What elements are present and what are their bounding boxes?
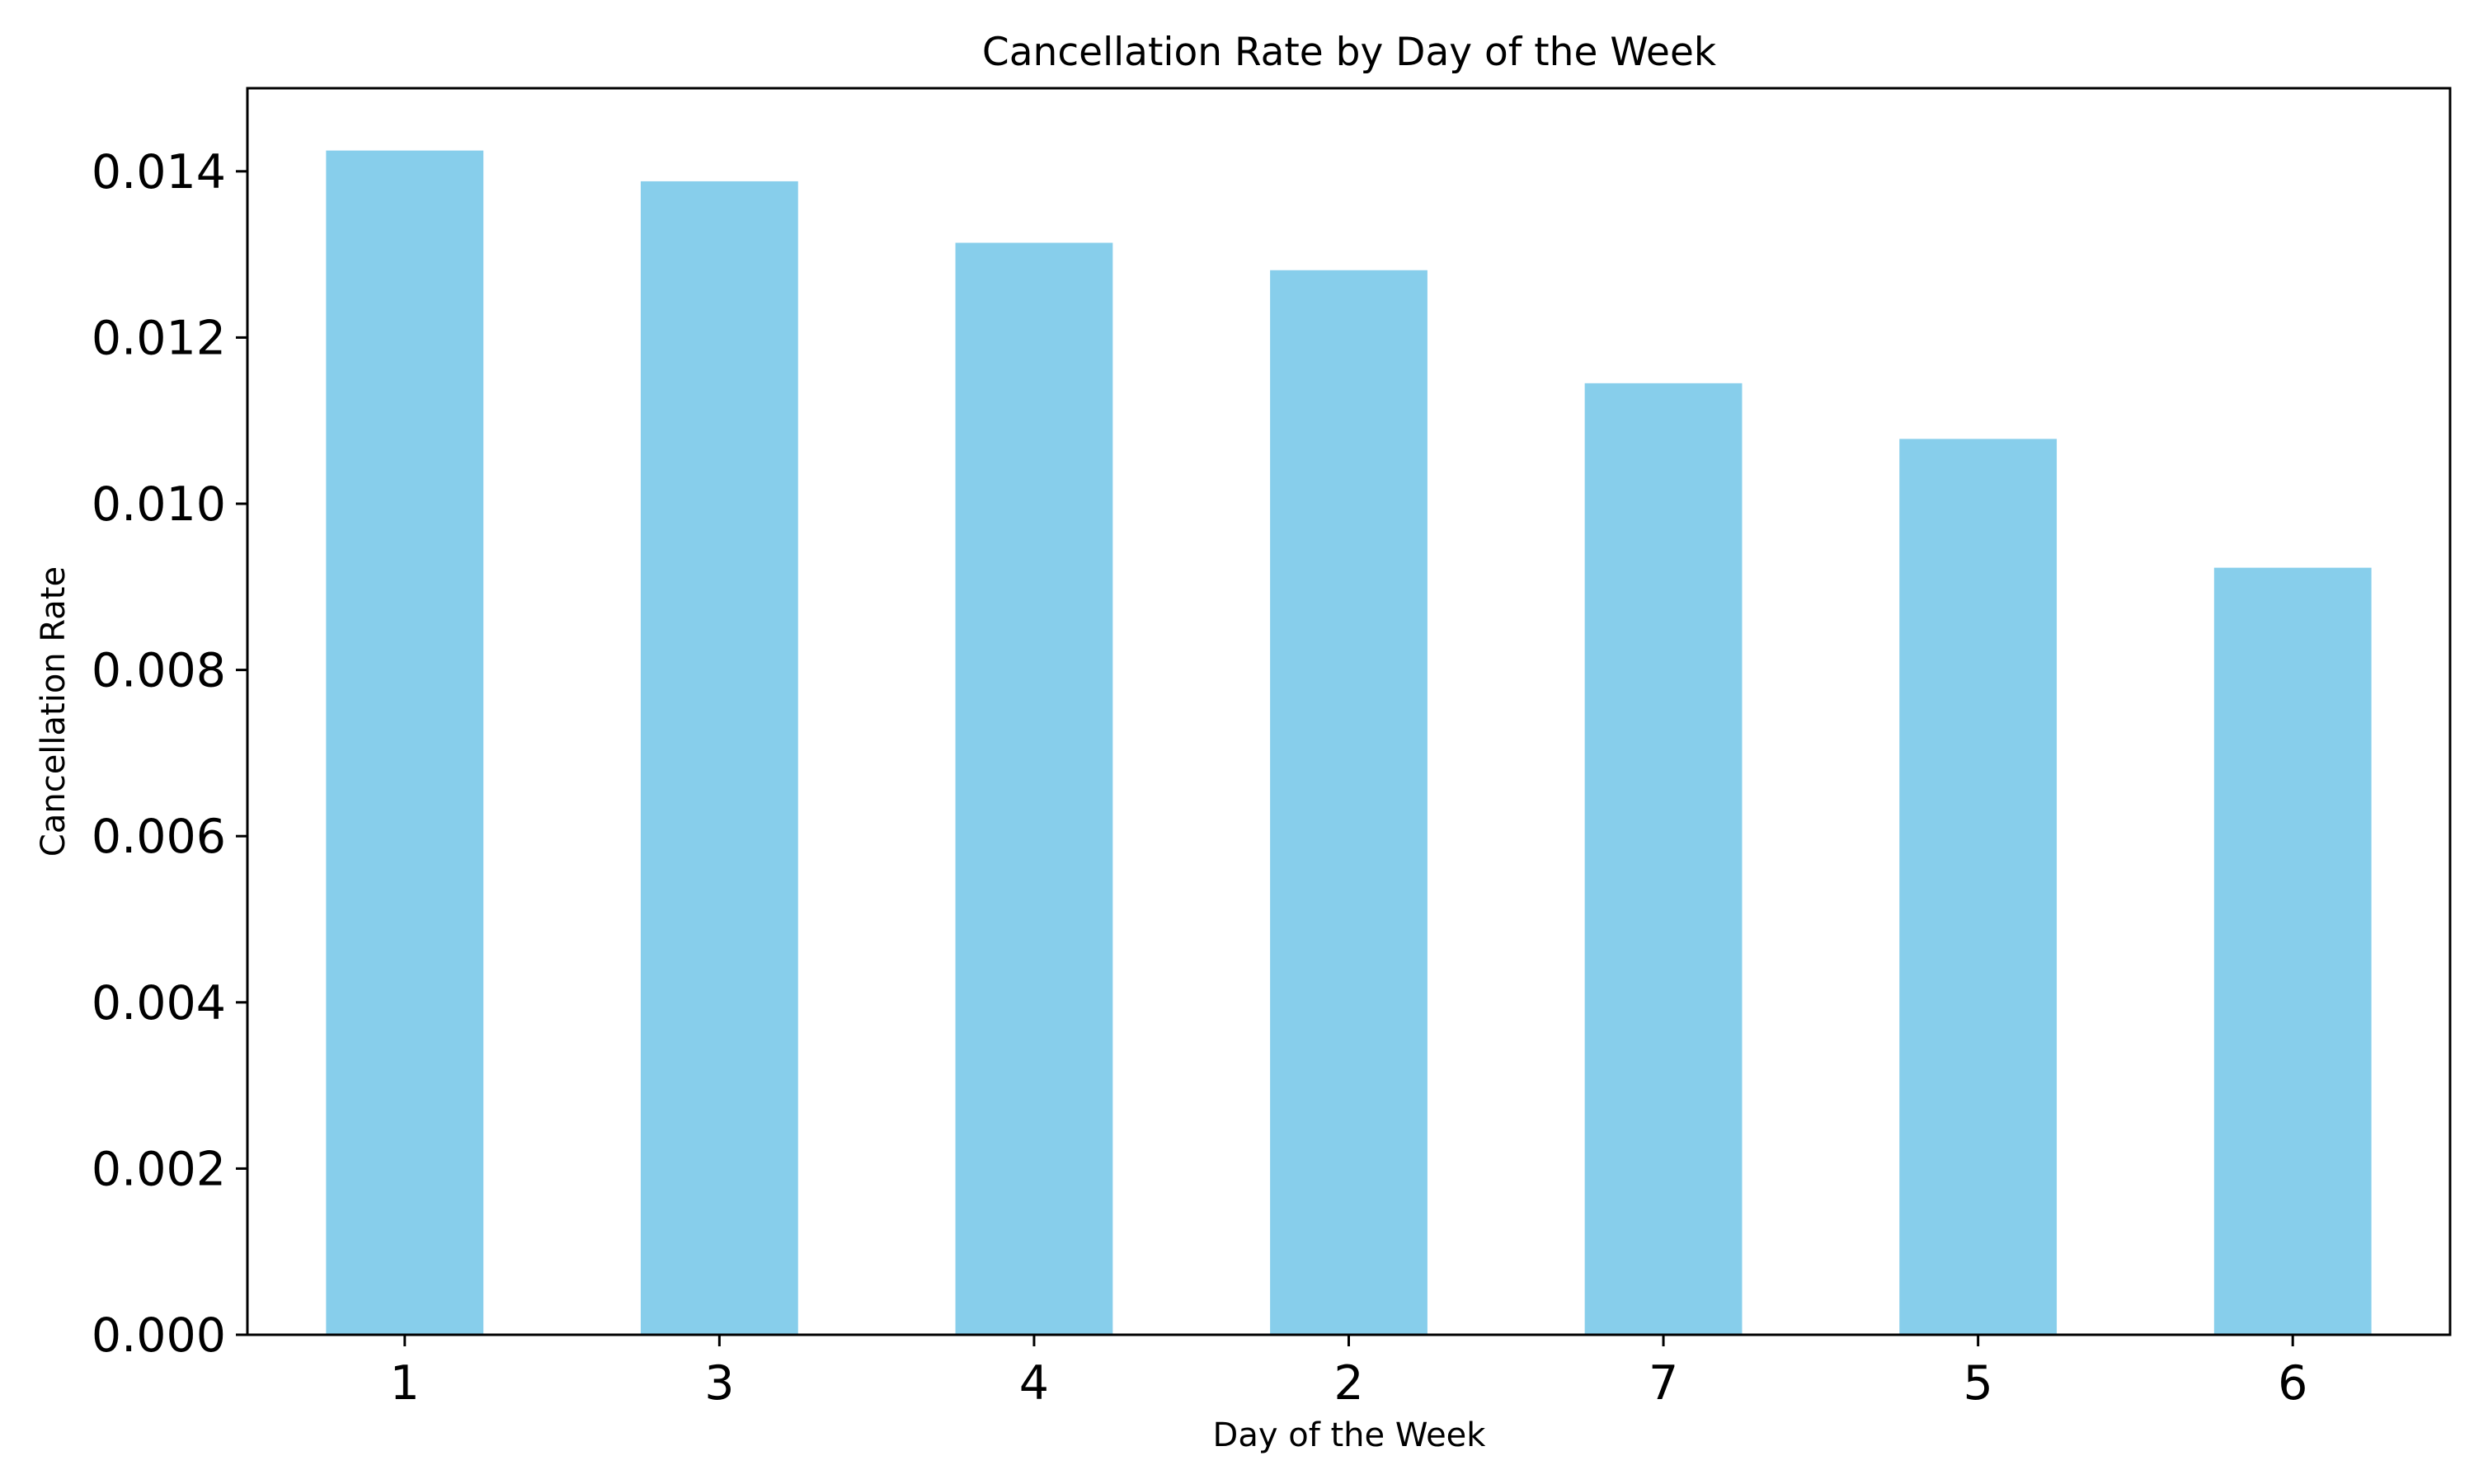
x-tick-label: 6	[2278, 1356, 2307, 1411]
bar-day-2	[1270, 270, 1427, 1335]
y-axis-label: Cancellation Rate	[35, 566, 73, 857]
y-tick-label: 0.008	[92, 644, 226, 698]
x-axis: 1 3 4 2 7 5 6	[390, 1335, 2307, 1411]
y-tick-label: 0.010	[92, 477, 226, 532]
bar-day-3	[640, 181, 798, 1335]
x-tick-label: 5	[1964, 1356, 1993, 1411]
bar-day-1	[326, 150, 484, 1336]
plot-area	[326, 150, 2372, 1336]
x-tick-label: 2	[1333, 1356, 1363, 1411]
y-tick-label: 0.006	[92, 810, 226, 864]
bar-day-5	[1899, 439, 2058, 1335]
y-tick-label: 0.004	[92, 976, 226, 1031]
y-tick-label: 0.014	[92, 145, 226, 200]
y-axis: 0.000 0.002 0.004 0.006 0.008 0.010 0.012 0.014	[92, 145, 247, 1363]
bar-day-6	[2213, 567, 2372, 1335]
y-tick-label: 0.012	[92, 311, 226, 365]
x-tick-label: 7	[1649, 1356, 1678, 1411]
y-tick-label: 0.000	[92, 1308, 226, 1363]
x-tick-label: 3	[704, 1356, 734, 1411]
x-tick-label: 1	[390, 1356, 420, 1411]
bar-day-4	[955, 242, 1113, 1335]
x-axis-label: Day of the Week	[1213, 1416, 1487, 1454]
bar-day-7	[1584, 383, 1743, 1336]
x-tick-label: 4	[1019, 1356, 1049, 1411]
chart-title: Cancellation Rate by Day of the Week	[982, 30, 1717, 75]
y-tick-label: 0.002	[92, 1142, 226, 1196]
